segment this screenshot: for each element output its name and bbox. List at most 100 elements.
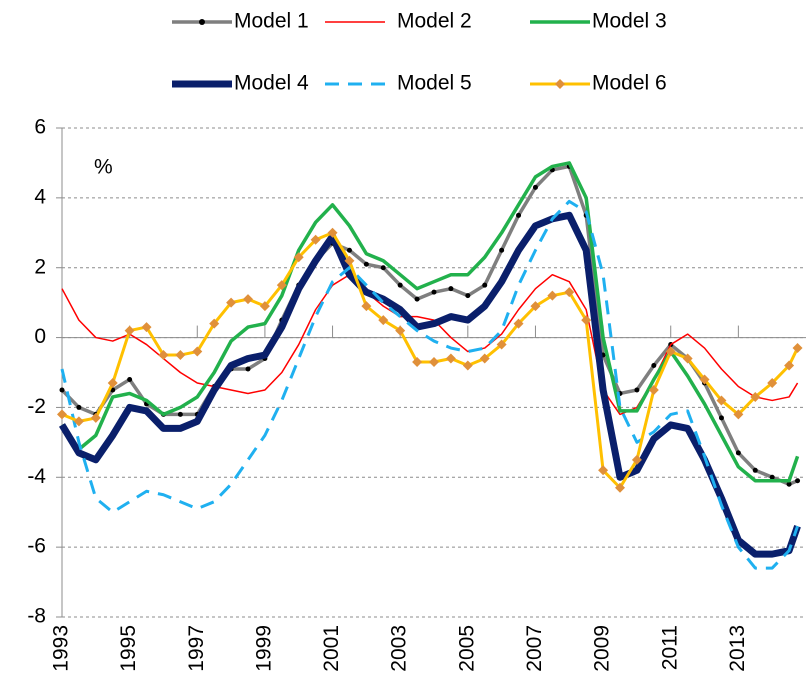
point-marker (175, 350, 186, 361)
point-marker (177, 411, 183, 417)
point-marker (482, 282, 488, 288)
y-tick-label: 0 (34, 325, 46, 348)
point-marker (733, 409, 744, 420)
point-marker (127, 376, 133, 382)
point-marker (792, 343, 803, 354)
point-marker (532, 184, 538, 190)
y-tick-label: -6 (27, 535, 46, 558)
point-marker (735, 450, 741, 456)
x-tick-label: 2003 (388, 625, 411, 672)
point-marker (750, 391, 761, 402)
point-marker (547, 290, 558, 301)
point-marker (414, 296, 420, 302)
point-marker (648, 384, 659, 395)
point-marker (243, 294, 253, 305)
y-tick-label: -4 (27, 465, 46, 488)
point-marker (634, 387, 640, 393)
point-marker (651, 363, 657, 369)
y-tick-label: 2 (34, 255, 46, 278)
point-marker (412, 357, 423, 368)
point-marker (465, 293, 471, 299)
point-marker (513, 318, 524, 329)
point-marker (73, 416, 84, 427)
point-marker (699, 374, 710, 385)
point-marker (141, 322, 152, 333)
series-line (60, 199, 799, 570)
point-marker (598, 465, 609, 476)
legend-label: Model 1 (234, 10, 309, 33)
y-tick-label: 4 (34, 185, 46, 208)
x-tick-label: 2005 (455, 625, 478, 672)
y-tick-label: -8 (27, 605, 46, 628)
x-tick-label: 2011 (658, 625, 681, 670)
point-marker (769, 474, 775, 480)
legend-label: Model 3 (592, 10, 667, 33)
point-marker (716, 395, 727, 406)
legend-label: Model 5 (397, 72, 472, 95)
point-marker (90, 412, 101, 423)
point-marker (795, 478, 801, 484)
point-marker (276, 280, 287, 291)
point-marker (767, 377, 778, 388)
point-marker (344, 255, 355, 266)
point-marker (378, 315, 389, 326)
point-marker (310, 234, 321, 245)
point-marker (124, 325, 135, 336)
point-marker (752, 467, 758, 473)
x-tick-label: 1999 (252, 625, 275, 672)
series-line (59, 211, 801, 558)
point-marker (226, 297, 237, 308)
series-line (60, 161, 800, 483)
point-marker (363, 261, 369, 267)
point-marker (397, 282, 403, 288)
point-marker (665, 346, 676, 357)
x-tick-label: 2007 (523, 625, 546, 672)
point-marker (718, 415, 724, 421)
point-marker (429, 357, 439, 368)
point-marker (346, 247, 352, 253)
point-marker (57, 409, 67, 420)
point-marker (499, 247, 505, 253)
point-marker (59, 387, 65, 393)
point-marker (496, 339, 507, 350)
point-marker (445, 353, 456, 364)
legend-label: Model 4 (234, 72, 309, 95)
point-marker (462, 360, 473, 371)
point-marker (631, 454, 642, 465)
point-marker (76, 404, 82, 410)
point-marker (107, 377, 118, 388)
point-marker (786, 481, 792, 487)
point-marker (361, 301, 372, 312)
point-marker (615, 482, 625, 493)
point-marker (431, 289, 437, 295)
x-tick-label: 1997 (185, 625, 208, 672)
point-marker (327, 227, 338, 238)
point-marker (564, 287, 575, 298)
legend-label: Model 2 (397, 10, 472, 33)
point-marker (209, 318, 220, 329)
legend-marker (199, 19, 205, 25)
x-tick-label: 1993 (50, 625, 73, 672)
point-marker (293, 252, 304, 263)
point-marker (380, 265, 386, 271)
point-marker (530, 301, 541, 312)
point-marker (158, 350, 169, 361)
y-tick-label: -2 (27, 395, 46, 418)
x-tick-label: 2009 (591, 625, 614, 672)
point-marker (682, 353, 693, 364)
x-tick-label: 2001 (320, 625, 343, 672)
x-tick-label: 2013 (726, 625, 749, 672)
point-marker (192, 346, 203, 357)
legend-marker (555, 79, 565, 89)
point-marker (784, 360, 795, 371)
point-marker (448, 286, 454, 292)
unit-annotation: % (94, 156, 113, 179)
point-marker (259, 301, 270, 312)
point-marker (245, 366, 251, 372)
point-marker (395, 325, 406, 336)
legend-label: Model 6 (592, 72, 667, 95)
point-marker (479, 353, 490, 364)
x-tick-label: 1995 (117, 625, 140, 672)
y-tick-label: 6 (34, 116, 46, 139)
